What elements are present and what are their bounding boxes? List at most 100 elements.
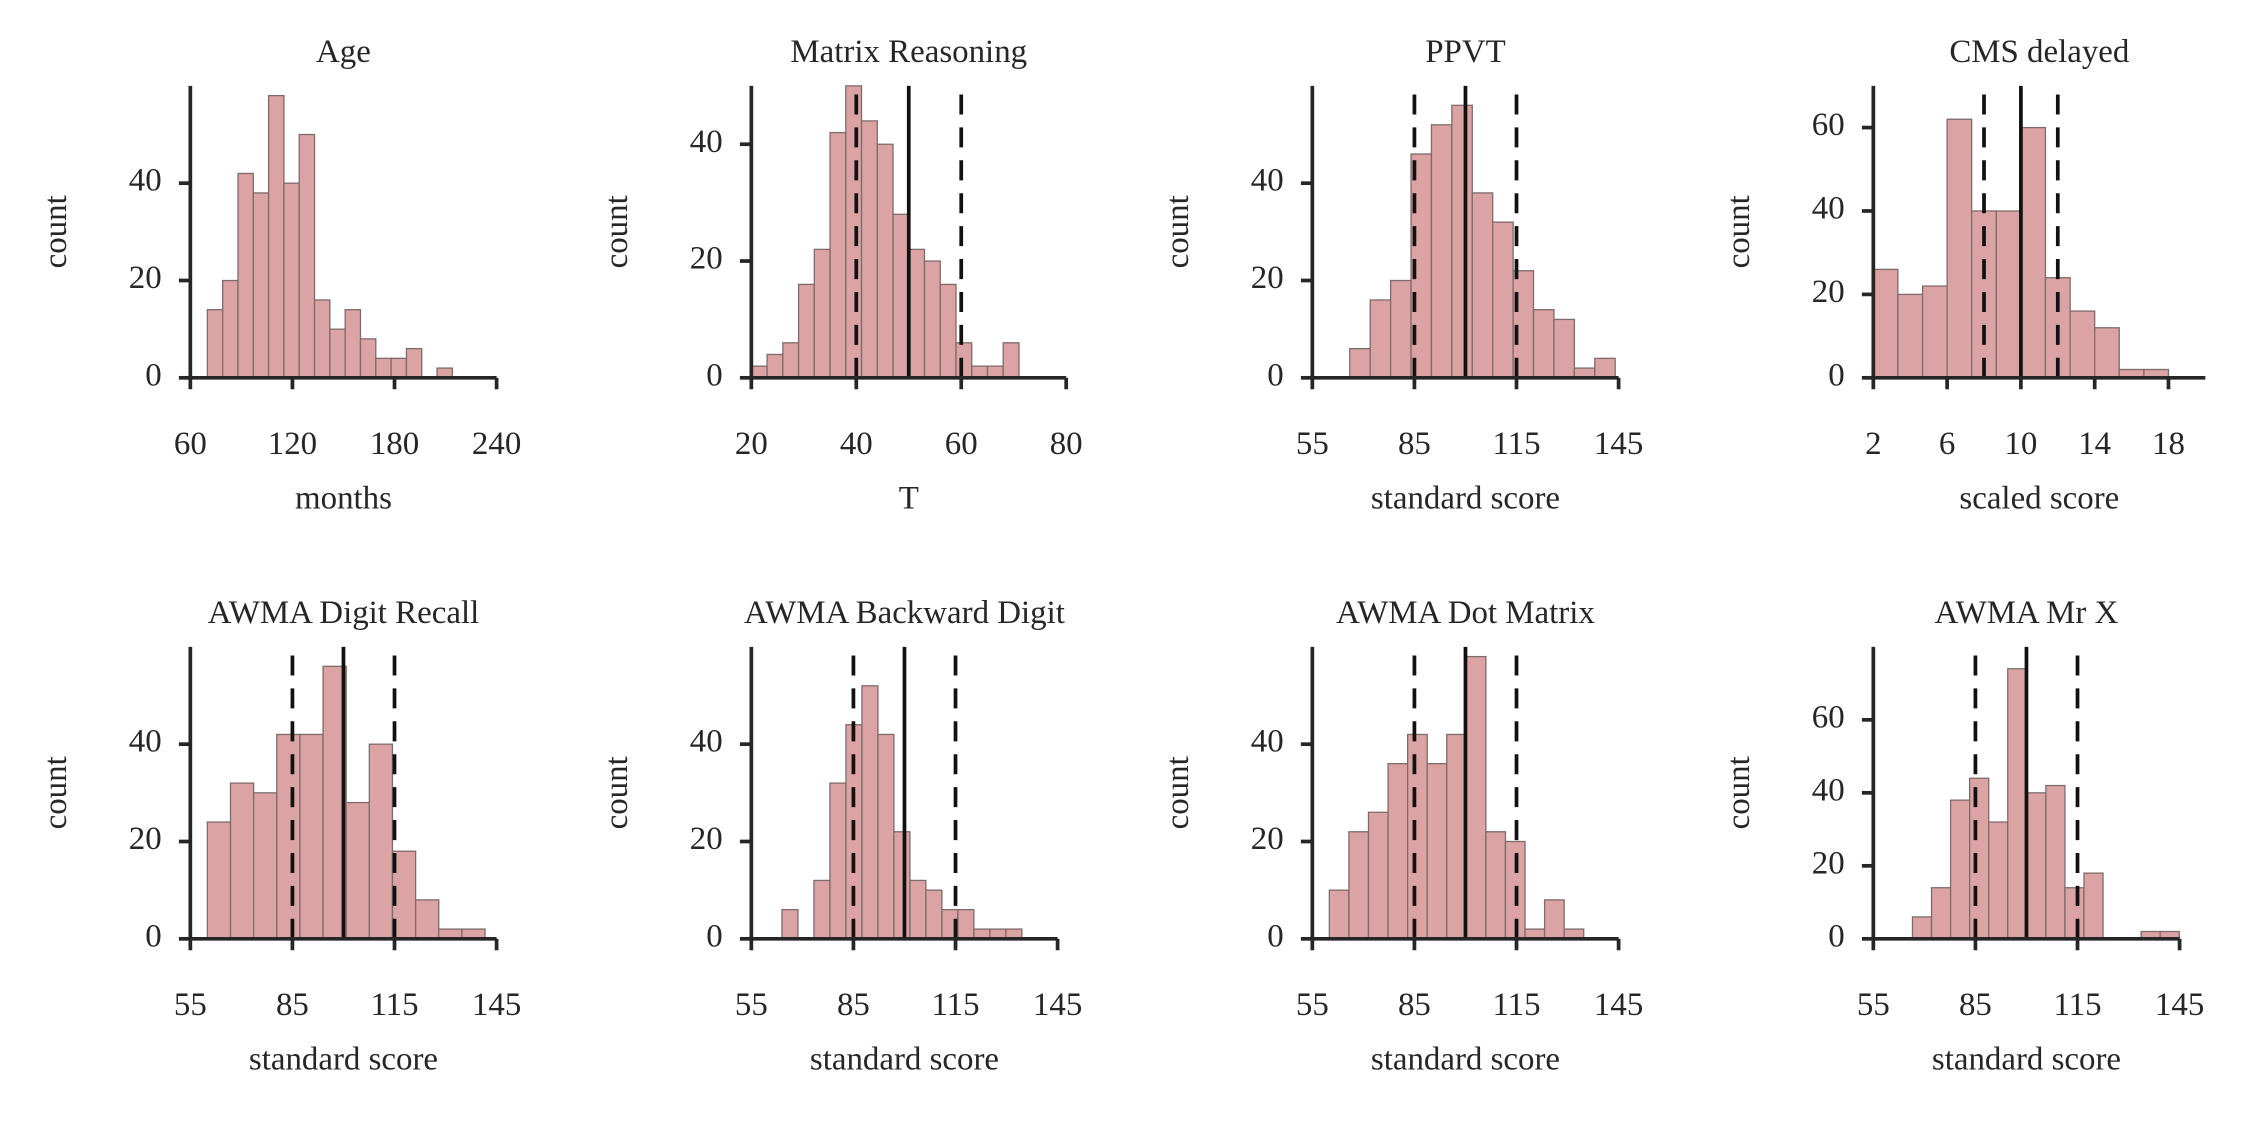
bar	[2020, 126, 2047, 379]
panel-title: CMS delayed	[1949, 34, 2130, 70]
bar	[1389, 279, 1412, 379]
y-axis-label: count	[38, 195, 74, 268]
bar	[1492, 221, 1514, 379]
bar	[276, 733, 301, 940]
bar	[797, 283, 815, 379]
x-tick-label: 14	[2078, 426, 2111, 462]
y-axis-label: count	[38, 756, 74, 829]
x-tick-label: 55	[735, 987, 768, 1023]
panel-title: AWMA Digit Recall	[208, 595, 480, 631]
y-axis-label: count	[1160, 756, 1196, 829]
bar	[329, 328, 346, 379]
x-axis-label: standard score	[1371, 1041, 1560, 1077]
bar	[283, 182, 300, 379]
y-tick-label: 0	[145, 918, 161, 954]
x-axis-label: scaled score	[1959, 480, 2119, 516]
y-tick-label: 40	[690, 124, 723, 160]
y-tick-label: 20	[1812, 845, 1845, 881]
x-axis-label: standard score	[1932, 1041, 2121, 1077]
bar	[957, 908, 975, 940]
y-tick-label: 0	[706, 918, 722, 954]
bar	[313, 299, 331, 379]
x-axis-label: standard score	[249, 1041, 438, 1077]
bar	[860, 120, 878, 379]
bar	[1911, 916, 1933, 940]
bar	[1426, 763, 1448, 940]
bar	[1348, 831, 1370, 940]
y-tick-label: 40	[1812, 772, 1845, 808]
bar	[375, 357, 392, 379]
y-tick-label: 40	[1812, 191, 1845, 227]
y-tick-label: 40	[1251, 724, 1284, 760]
x-tick-label: 115	[1492, 987, 1540, 1023]
bar	[923, 260, 941, 379]
x-axis-label: months	[295, 480, 392, 516]
bar	[1946, 118, 1973, 379]
x-tick-label: 85	[837, 987, 870, 1023]
y-axis-label: count	[599, 195, 635, 268]
y-tick-label: 40	[690, 724, 723, 760]
y-tick-label: 20	[1812, 274, 1845, 310]
panel-title: AWMA Mr X	[1935, 595, 2119, 631]
panel: AWMA Digit Recall standard score count 55 85…	[38, 595, 521, 1078]
bar	[2094, 327, 2120, 379]
x-tick-label: 145	[1594, 987, 1643, 1023]
x-tick-label: 115	[1492, 426, 1540, 462]
bar	[766, 353, 784, 379]
bar	[1949, 799, 1971, 940]
y-tick-label: 0	[145, 357, 161, 393]
bar	[861, 685, 879, 940]
bar	[405, 347, 423, 379]
bar	[1465, 655, 1487, 940]
bar	[1553, 318, 1576, 379]
x-tick-label: 145	[2155, 987, 2204, 1023]
x-tick-label: 240	[472, 426, 521, 462]
bar	[1387, 763, 1409, 940]
bar	[222, 279, 239, 379]
bar	[925, 889, 943, 940]
bar	[1328, 889, 1350, 940]
bar	[877, 733, 895, 940]
bar	[390, 357, 408, 379]
y-tick-label: 0	[1267, 918, 1283, 954]
y-tick-label: 20	[1251, 260, 1284, 296]
x-tick-label: 60	[945, 426, 978, 462]
x-tick-label: 2	[1865, 426, 1881, 462]
bar	[1471, 192, 1494, 379]
x-tick-label: 55	[174, 987, 207, 1023]
bar	[206, 309, 224, 379]
bar	[1451, 104, 1473, 379]
bar	[955, 342, 973, 379]
bar	[939, 283, 957, 379]
bar	[893, 831, 911, 940]
x-tick-label: 18	[2152, 426, 2185, 462]
bar	[829, 782, 847, 940]
x-tick-label: 85	[1959, 987, 1992, 1023]
y-axis-label: count	[1721, 756, 1757, 829]
y-tick-label: 20	[1251, 821, 1284, 857]
bar	[298, 133, 316, 379]
panel: AWMA Dot Matrix standard score count 55 85 11…	[1160, 595, 1643, 1078]
x-tick-label: 85	[1398, 426, 1431, 462]
bar	[1930, 887, 1952, 940]
panel-title: AWMA Dot Matrix	[1336, 595, 1595, 631]
panel: AWMA Mr X standard score count 55 85 115 145 0 2…	[1721, 595, 2204, 1078]
panel: PPVT standard score count 55 85 115 145 0 20 40	[1160, 34, 1643, 517]
y-axis-label: count	[1721, 195, 1757, 268]
y-tick-label: 20	[690, 821, 723, 857]
bar	[1349, 347, 1371, 379]
bar	[1002, 342, 1020, 379]
bar	[1995, 210, 2022, 379]
x-tick-label: 115	[2053, 987, 2101, 1023]
y-tick-label: 40	[1251, 163, 1284, 199]
y-tick-label: 60	[1812, 107, 1845, 143]
x-tick-label: 60	[174, 426, 207, 462]
panel-title: PPVT	[1425, 34, 1505, 70]
bar	[359, 338, 377, 379]
bar	[1988, 821, 2009, 940]
y-tick-label: 0	[1828, 918, 1844, 954]
x-tick-label: 55	[1857, 987, 1890, 1023]
x-axis-label: T	[899, 480, 919, 516]
y-tick-label: 20	[129, 260, 162, 296]
